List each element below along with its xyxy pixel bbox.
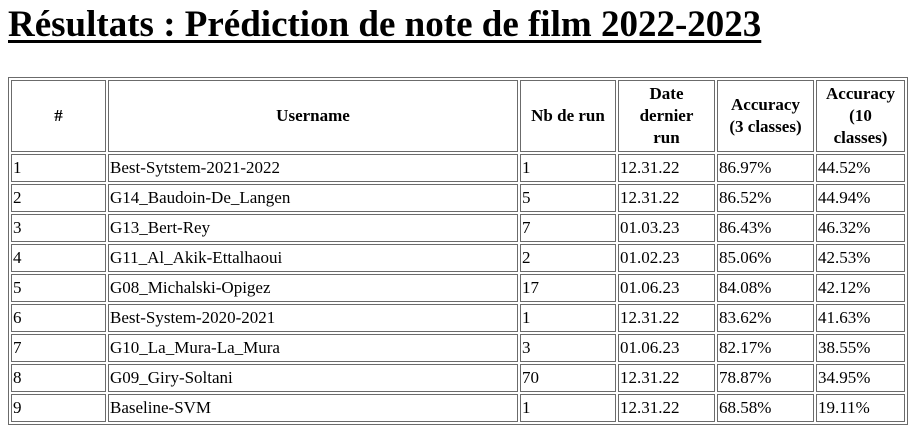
cell-accuracy-10: 34.95% [816, 364, 905, 392]
cell-date: 12.31.22 [618, 394, 715, 422]
cell-date: 01.06.23 [618, 274, 715, 302]
cell-date: 01.03.23 [618, 214, 715, 242]
cell-rank: 7 [11, 334, 106, 362]
cell-runs: 7 [520, 214, 616, 242]
cell-rank: 4 [11, 244, 106, 272]
cell-runs: 1 [520, 394, 616, 422]
cell-runs: 70 [520, 364, 616, 392]
cell-rank: 1 [11, 154, 106, 182]
cell-date: 12.31.22 [618, 304, 715, 332]
cell-runs: 2 [520, 244, 616, 272]
cell-rank: 2 [11, 184, 106, 212]
cell-username: G13_Bert-Rey [108, 214, 518, 242]
header-rank: # [11, 80, 106, 152]
table-row: 3 G13_Bert-Rey 7 01.03.23 86.43% 46.32% [11, 214, 905, 242]
cell-accuracy-10: 42.53% [816, 244, 905, 272]
table-row: 8 G09_Giry-Soltani 70 12.31.22 78.87% 34… [11, 364, 905, 392]
header-accuracy-10-line-2: (10 [849, 106, 872, 125]
cell-runs: 1 [520, 304, 616, 332]
cell-rank: 3 [11, 214, 106, 242]
cell-rank: 6 [11, 304, 106, 332]
cell-runs: 1 [520, 154, 616, 182]
cell-date: 12.31.22 [618, 154, 715, 182]
cell-rank: 8 [11, 364, 106, 392]
header-date-line-3: run [653, 128, 680, 147]
cell-date: 12.31.22 [618, 364, 715, 392]
cell-username: Baseline-SVM [108, 394, 518, 422]
cell-runs: 3 [520, 334, 616, 362]
cell-accuracy-3: 78.87% [717, 364, 814, 392]
table-row: 4 G11_Al_Akik-Ettalhaoui 2 01.02.23 85.0… [11, 244, 905, 272]
table-row: 1 Best-Sytstem-2021-2022 1 12.31.22 86.9… [11, 154, 905, 182]
cell-accuracy-10: 42.12% [816, 274, 905, 302]
cell-username: G08_Michalski-Opigez [108, 274, 518, 302]
header-runs: Nb de run [520, 80, 616, 152]
header-accuracy-10-line-3: classes) [833, 128, 888, 147]
cell-rank: 9 [11, 394, 106, 422]
table-row: 2 G14_Baudoin-De_Langen 5 12.31.22 86.52… [11, 184, 905, 212]
cell-date: 12.31.22 [618, 184, 715, 212]
cell-accuracy-10: 19.11% [816, 394, 905, 422]
cell-runs: 17 [520, 274, 616, 302]
cell-date: 01.06.23 [618, 334, 715, 362]
header-accuracy-3-line-1: Accuracy [731, 95, 800, 114]
results-table: # Username Nb de run Date dernier run Ac… [8, 77, 908, 425]
cell-rank: 5 [11, 274, 106, 302]
table-row: 5 G08_Michalski-Opigez 17 01.06.23 84.08… [11, 274, 905, 302]
header-date-line-2: dernier [639, 106, 694, 125]
table-header: # Username Nb de run Date dernier run Ac… [11, 80, 905, 152]
cell-username: Best-System-2020-2021 [108, 304, 518, 332]
cell-username: G10_La_Mura-La_Mura [108, 334, 518, 362]
header-accuracy-10: Accuracy (10 classes) [816, 80, 905, 152]
cell-accuracy-3: 86.43% [717, 214, 814, 242]
header-date-line-1: Date [649, 84, 684, 103]
table-body: 1 Best-Sytstem-2021-2022 1 12.31.22 86.9… [11, 154, 905, 422]
table-row: 9 Baseline-SVM 1 12.31.22 68.58% 19.11% [11, 394, 905, 422]
table-row: 7 G10_La_Mura-La_Mura 3 01.06.23 82.17% … [11, 334, 905, 362]
cell-runs: 5 [520, 184, 616, 212]
cell-accuracy-3: 83.62% [717, 304, 814, 332]
header-accuracy-3-line-2: (3 classes) [729, 117, 802, 136]
cell-username: G11_Al_Akik-Ettalhaoui [108, 244, 518, 272]
cell-accuracy-10: 46.32% [816, 214, 905, 242]
cell-username: Best-Sytstem-2021-2022 [108, 154, 518, 182]
header-row: # Username Nb de run Date dernier run Ac… [11, 80, 905, 152]
cell-accuracy-3: 68.58% [717, 394, 814, 422]
cell-accuracy-3: 86.97% [717, 154, 814, 182]
page-title: Résultats : Prédiction de note de film 2… [8, 4, 762, 45]
cell-accuracy-3: 85.06% [717, 244, 814, 272]
cell-accuracy-10: 38.55% [816, 334, 905, 362]
header-accuracy-10-line-1: Accuracy [826, 84, 895, 103]
header-username: Username [108, 80, 518, 152]
cell-accuracy-10: 44.94% [816, 184, 905, 212]
cell-accuracy-3: 86.52% [717, 184, 814, 212]
header-accuracy-3: Accuracy (3 classes) [717, 80, 814, 152]
header-date: Date dernier run [618, 80, 715, 152]
cell-accuracy-10: 41.63% [816, 304, 905, 332]
cell-username: G14_Baudoin-De_Langen [108, 184, 518, 212]
table-row: 6 Best-System-2020-2021 1 12.31.22 83.62… [11, 304, 905, 332]
cell-accuracy-3: 82.17% [717, 334, 814, 362]
cell-accuracy-3: 84.08% [717, 274, 814, 302]
cell-username: G09_Giry-Soltani [108, 364, 518, 392]
cell-accuracy-10: 44.52% [816, 154, 905, 182]
cell-date: 01.02.23 [618, 244, 715, 272]
